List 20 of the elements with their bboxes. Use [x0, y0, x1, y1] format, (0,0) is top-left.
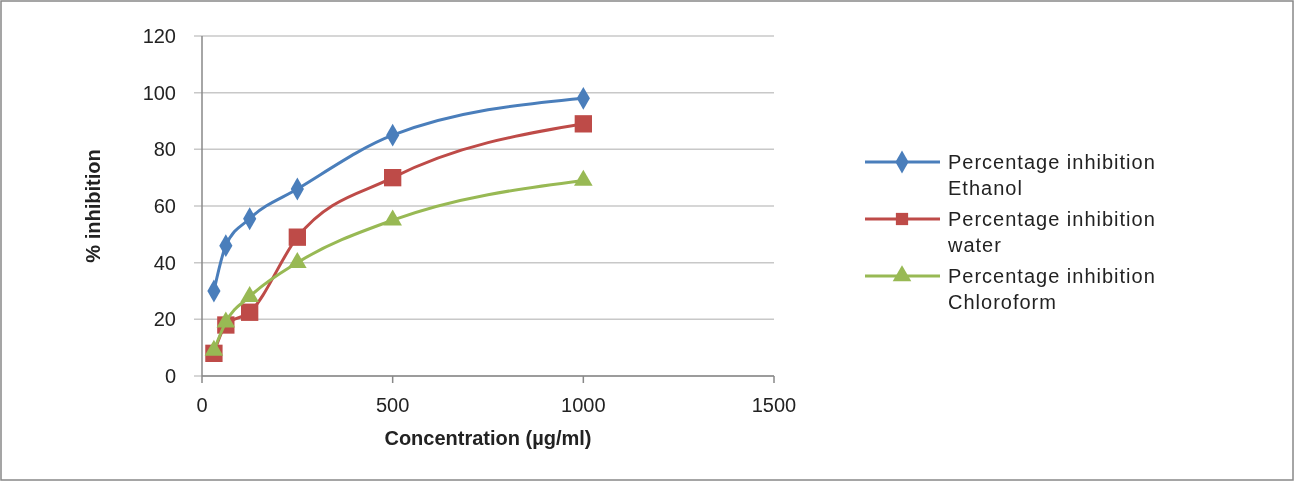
- y-tick-label: 0: [164, 365, 176, 387]
- y-tick-label: 40: [153, 251, 176, 274]
- point: [241, 303, 259, 321]
- point: [288, 228, 306, 246]
- x-tick-label: 500: [375, 394, 410, 416]
- x-tick-label: 1000: [561, 394, 606, 416]
- y-tick-label: 80: [153, 138, 176, 161]
- y-axis-title: % inhibition: [82, 149, 104, 263]
- legend-label: Percentage inhibition Ethanol: [948, 151, 1156, 199]
- x-axis-title: Concentration (µg/ml): [384, 427, 592, 449]
- y-tick-label: 60: [153, 195, 176, 217]
- y-tick-label: 20: [153, 308, 176, 331]
- point: [384, 169, 402, 187]
- y-tick-label: 100: [142, 81, 176, 104]
- x-tick-label: 1500: [751, 394, 797, 416]
- legend-label: Percentage inhibition water: [947, 208, 1156, 256]
- legend-label: Percentage inhibition Chloroform: [948, 265, 1156, 313]
- point: [574, 115, 592, 133]
- y-tick-label: 120: [142, 25, 176, 47]
- x-tick-label: 0: [196, 394, 208, 416]
